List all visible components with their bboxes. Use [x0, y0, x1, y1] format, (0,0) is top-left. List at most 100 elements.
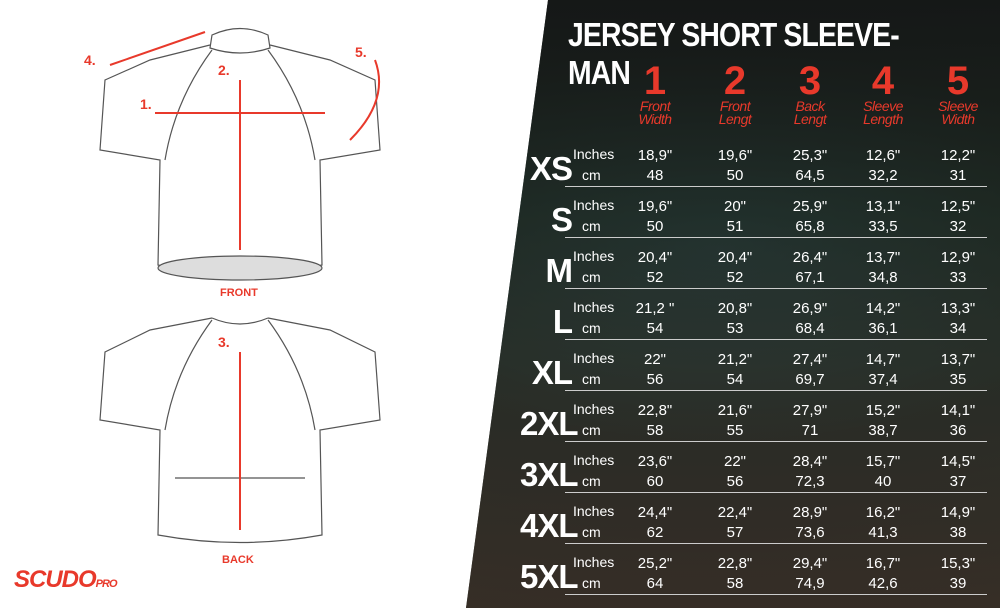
inches-value: 28,4": [792, 453, 828, 470]
cm-value: 58: [646, 422, 664, 439]
column-label-line1: Back: [795, 98, 825, 114]
size-label: L: [552, 303, 573, 340]
cm-label: cm: [582, 575, 601, 591]
cm-value: 37: [949, 473, 967, 490]
inches-value: 22": [723, 453, 746, 470]
inches-label: Inches: [573, 248, 615, 264]
inches-label: Inches: [573, 554, 615, 570]
size-row: M Inches cm 20,4" 52 20,4" 52 26,4" 67,1 13,7"…: [520, 248, 1000, 299]
column-label-line2: Lengt: [793, 111, 827, 127]
inches-value: 19,6": [637, 198, 673, 215]
column-header: 3 Back Lengt: [770, 59, 850, 127]
cm-value: 72,3: [795, 473, 825, 490]
cm-value: 56: [646, 371, 664, 388]
column-header: 2 Front Lengt: [695, 59, 775, 126]
row-divider: [565, 237, 987, 238]
inches-label: Inches: [573, 503, 615, 519]
inches-value: 13,1": [865, 198, 901, 215]
size-label: 5XL: [520, 558, 579, 595]
cm-value: 73,6: [795, 524, 825, 541]
cm-value: 52: [646, 269, 664, 286]
column-header: 1 Front Width: [615, 61, 695, 126]
cm-value: 42,6: [868, 575, 898, 592]
inches-value: 14,5": [940, 453, 976, 470]
row-divider: [565, 390, 987, 391]
inches-value: 22,8": [637, 402, 673, 419]
inches-value: 25,3": [792, 147, 828, 164]
cm-value: 62: [646, 524, 664, 541]
inches-value: 23,6": [637, 453, 673, 470]
size-label: 4XL: [520, 507, 579, 544]
inches-value: 12,6": [865, 147, 901, 164]
cm-value: 36: [949, 422, 967, 439]
cm-label: cm: [582, 269, 601, 285]
brand-logo: SCUDOPRO: [14, 566, 118, 593]
inches-value: 20,4": [637, 249, 673, 266]
cm-value: 31: [949, 167, 967, 184]
cm-value: 33,5: [868, 218, 898, 235]
column-header: 4 Sleeve Length: [843, 61, 923, 126]
column-number: 3: [798, 59, 822, 103]
size-label: M: [545, 252, 574, 289]
inches-value: 15,2": [865, 402, 901, 419]
cm-label: cm: [582, 524, 601, 540]
inches-value: 26,9": [792, 300, 828, 317]
cm-label: cm: [582, 473, 601, 489]
size-label: 3XL: [520, 456, 579, 493]
cm-label: cm: [582, 422, 601, 438]
inches-value: 15,7": [865, 453, 901, 470]
cm-value: 32,2: [868, 167, 898, 184]
inches-value: 16,7": [865, 555, 901, 572]
inches-value: 21,2 ": [635, 300, 675, 317]
inches-value: 24,4": [637, 504, 673, 521]
size-label: XL: [531, 354, 573, 391]
inches-label: Inches: [573, 452, 615, 468]
cm-value: 34,8: [868, 269, 898, 286]
inches-value: 13,7": [865, 249, 901, 266]
marker-4: 4.: [84, 52, 96, 68]
chart-title: JERSEY SHORT SLEEVE-MAN: [568, 16, 900, 91]
cm-value: 35: [949, 371, 967, 388]
inches-value: 12,5": [940, 198, 976, 215]
row-divider: [565, 543, 987, 544]
marker-3: 3.: [218, 334, 230, 350]
size-row: 5XL Inches cm 25,2" 64 22,8" 58 29,4" 74,9 16,…: [520, 554, 1000, 605]
row-divider: [565, 186, 987, 187]
inches-value: 16,2": [865, 504, 901, 521]
cm-value: 39: [949, 575, 967, 592]
inches-value: 21,6": [717, 402, 753, 419]
jersey-diagram: FRONT BACK: [99, 27, 381, 566]
inches-value: 12,9": [940, 249, 976, 266]
cm-value: 38: [949, 524, 967, 541]
cm-value: 50: [726, 167, 744, 184]
inches-value: 27,9": [792, 402, 828, 419]
cm-value: 65,8: [795, 218, 825, 235]
column-label-line1: Front: [639, 98, 671, 114]
row-divider: [565, 441, 987, 442]
back-label: BACK: [222, 554, 254, 566]
cm-value: 40: [874, 473, 892, 490]
size-row: XL Inches cm 22" 56 21,2" 54 27,4" 69,7 14,7" 3…: [520, 350, 1000, 401]
inches-value: 28,9": [792, 504, 828, 521]
column-number: 2: [723, 59, 747, 103]
marker-2: 2.: [218, 62, 230, 78]
cm-value: 48: [646, 167, 664, 184]
inches-label: Inches: [573, 350, 615, 366]
inches-value: 20,4": [717, 249, 753, 266]
cm-value: 51: [726, 218, 744, 235]
cm-value: 34: [949, 320, 967, 337]
inches-value: 19,6": [717, 147, 753, 164]
inches-value: 21,2": [717, 351, 753, 368]
column-header: 5 Sleeve Width: [918, 61, 998, 126]
cm-label: cm: [582, 371, 601, 387]
cm-label: cm: [582, 218, 601, 234]
cm-value: 64: [646, 575, 664, 592]
inches-value: 18,9": [637, 147, 673, 164]
size-label: S: [550, 201, 573, 238]
inches-value: 13,7": [940, 351, 976, 368]
cm-value: 54: [646, 320, 664, 337]
cm-value: 64,5: [795, 167, 825, 184]
cm-value: 69,7: [795, 371, 825, 388]
cm-value: 52: [726, 269, 744, 286]
